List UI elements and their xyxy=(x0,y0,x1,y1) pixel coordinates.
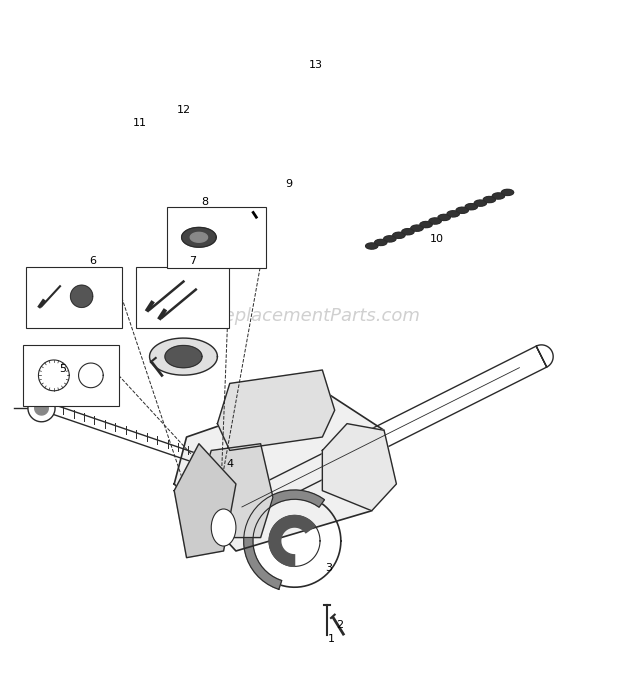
Polygon shape xyxy=(269,516,315,567)
Polygon shape xyxy=(465,204,477,210)
Polygon shape xyxy=(182,227,216,247)
Text: 2: 2 xyxy=(336,620,343,630)
Text: 5: 5 xyxy=(60,363,66,374)
Polygon shape xyxy=(447,211,459,217)
Polygon shape xyxy=(393,232,405,238)
Polygon shape xyxy=(492,193,505,199)
Polygon shape xyxy=(244,490,324,590)
Text: 6: 6 xyxy=(89,256,96,267)
Bar xyxy=(26,267,122,328)
Text: 9: 9 xyxy=(285,179,292,188)
Polygon shape xyxy=(209,345,553,531)
Polygon shape xyxy=(374,240,387,246)
Polygon shape xyxy=(502,189,514,195)
Text: 4: 4 xyxy=(226,459,233,469)
Text: eReplacementParts.com: eReplacementParts.com xyxy=(200,308,420,325)
Bar xyxy=(167,207,265,268)
Text: 11: 11 xyxy=(133,118,148,129)
Text: 10: 10 xyxy=(430,234,443,244)
Polygon shape xyxy=(51,404,218,470)
Polygon shape xyxy=(411,225,423,232)
Polygon shape xyxy=(35,401,48,415)
Polygon shape xyxy=(199,444,273,538)
Ellipse shape xyxy=(211,509,236,546)
Text: 1: 1 xyxy=(328,635,335,645)
Polygon shape xyxy=(28,394,55,422)
Polygon shape xyxy=(149,338,218,375)
Polygon shape xyxy=(165,345,202,367)
Text: 3: 3 xyxy=(325,563,332,573)
Polygon shape xyxy=(402,229,414,235)
Bar xyxy=(136,267,229,328)
Text: 13: 13 xyxy=(309,60,323,70)
Polygon shape xyxy=(456,207,469,213)
Polygon shape xyxy=(366,243,378,249)
Bar xyxy=(23,345,118,406)
Polygon shape xyxy=(429,218,441,224)
Polygon shape xyxy=(474,200,487,206)
Polygon shape xyxy=(384,236,396,242)
Polygon shape xyxy=(218,370,335,450)
Polygon shape xyxy=(249,495,341,588)
Text: 7: 7 xyxy=(189,256,197,267)
Polygon shape xyxy=(174,444,236,558)
Polygon shape xyxy=(71,285,93,308)
Polygon shape xyxy=(190,232,208,242)
Polygon shape xyxy=(174,390,384,551)
Polygon shape xyxy=(438,215,450,221)
Polygon shape xyxy=(484,197,495,203)
Polygon shape xyxy=(322,423,396,511)
Polygon shape xyxy=(420,221,432,227)
Text: 12: 12 xyxy=(177,105,190,115)
Text: 8: 8 xyxy=(202,197,209,207)
